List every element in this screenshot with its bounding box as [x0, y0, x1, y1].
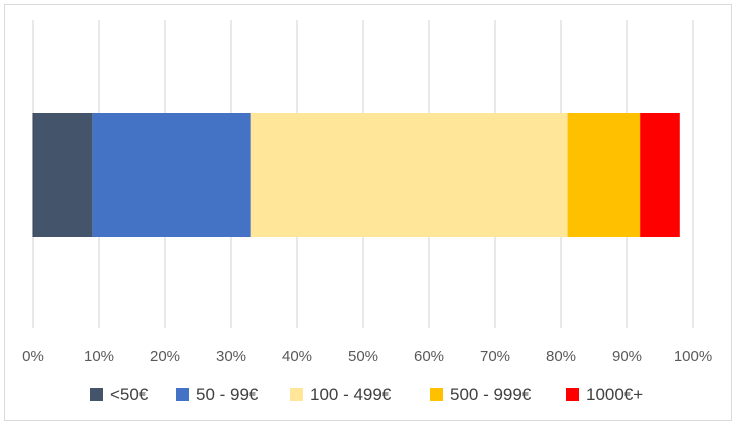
legend-label: 50 - 99€	[196, 385, 259, 404]
x-tick-label: 0%	[22, 348, 44, 365]
legend-item: 500 - 999€	[430, 385, 532, 404]
bar-segment-3	[250, 113, 568, 237]
bar-segments	[32, 113, 680, 237]
bar-segment-5	[640, 113, 680, 237]
legend-swatch	[566, 388, 579, 401]
legend-label: 500 - 999€	[450, 385, 532, 404]
x-tick-label: 50%	[348, 348, 378, 365]
x-tick-label: 60%	[414, 348, 444, 365]
x-tick-label: 10%	[84, 348, 114, 365]
bar-segment-4	[567, 113, 641, 237]
legend-item: 100 - 499€	[290, 385, 392, 404]
legend-swatch	[290, 388, 303, 401]
x-tick-label: 40%	[282, 348, 312, 365]
legend: <50€ 50 - 99€ 100 - 499€ 500 - 999€ 1000€+	[90, 385, 643, 404]
x-tick-label: 70%	[480, 348, 510, 365]
bar-segment-2	[92, 113, 251, 237]
legend-swatch	[90, 388, 103, 401]
legend-swatch	[176, 388, 189, 401]
x-tick-label: 30%	[216, 348, 246, 365]
legend-item: 1000€+	[566, 385, 643, 404]
legend-item: <50€	[90, 385, 149, 404]
x-tick-label: 90%	[612, 348, 642, 365]
x-tick-label: 100%	[674, 348, 712, 365]
legend-label: <50€	[110, 385, 149, 404]
legend-label: 1000€+	[586, 385, 643, 404]
x-tick-label: 80%	[546, 348, 576, 365]
legend-item: 50 - 99€	[176, 385, 259, 404]
bar-segment-1	[33, 113, 93, 237]
legend-label: 100 - 499€	[310, 385, 392, 404]
x-tick-label: 20%	[150, 348, 180, 365]
legend-swatch	[430, 388, 443, 401]
x-axis-tick-labels: 0% 10% 20% 30% 40% 50% 60% 70% 80% 90% 100%	[22, 348, 712, 365]
